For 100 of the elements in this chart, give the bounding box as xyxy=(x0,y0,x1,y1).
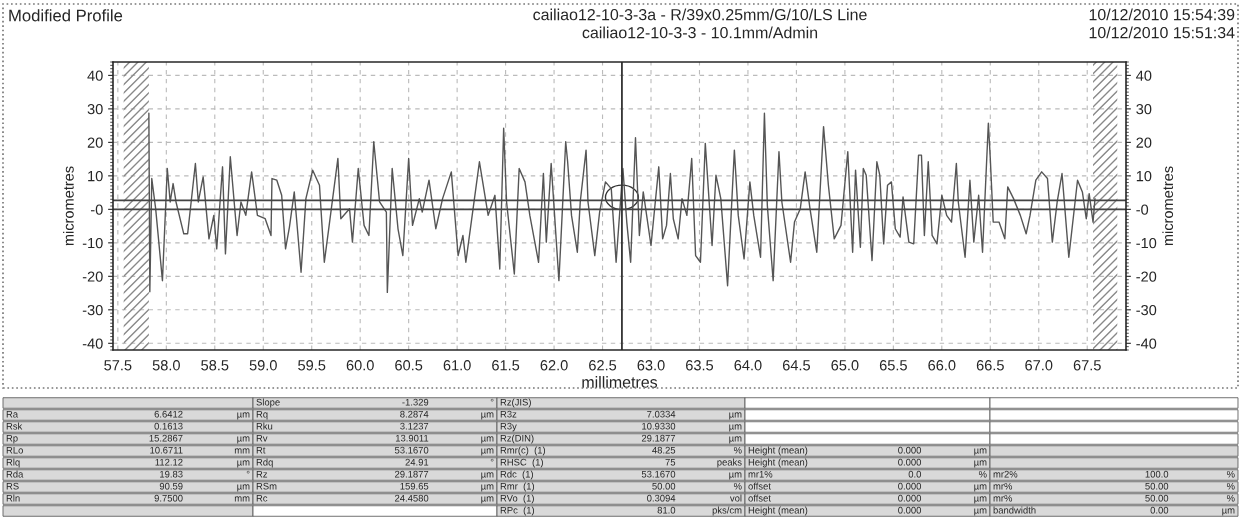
text: 10/12/2010 15:54:39 xyxy=(1089,8,1235,21)
text: µm xyxy=(237,412,250,420)
x-tick-label: 60.5 xyxy=(395,360,423,371)
text: µm xyxy=(974,460,987,468)
text: peaks xyxy=(717,458,742,468)
text: Rz xyxy=(256,470,268,478)
x-tick-label: 59.0 xyxy=(249,360,277,371)
y-tick-label: -20 xyxy=(82,271,103,282)
text: Height (mean) xyxy=(748,446,808,456)
text: -1.329 xyxy=(402,398,429,406)
text: mm xyxy=(234,448,250,454)
text: offset xyxy=(748,494,771,502)
text: Rln xyxy=(6,494,20,502)
text: Height (mean) xyxy=(748,458,808,468)
text: RSm xyxy=(256,482,277,490)
text: µm xyxy=(974,508,987,516)
x-tick-label: 67.5 xyxy=(1073,360,1101,371)
text: 10.6711 xyxy=(150,446,183,454)
y2-tick-label: -20 xyxy=(1136,271,1157,282)
x-tick-label: 64.5 xyxy=(782,360,810,371)
text: % xyxy=(1226,482,1235,490)
y2-tick-label: -30 xyxy=(1136,304,1157,316)
x-tick-label: 61.5 xyxy=(492,360,520,371)
text: 19.83 xyxy=(160,470,183,478)
text: Rlq xyxy=(6,458,20,468)
text: % xyxy=(733,446,742,454)
text: µm xyxy=(237,484,250,492)
y-tick-label: 30 xyxy=(87,103,103,115)
text: Rmr(c) (1) xyxy=(500,446,546,456)
y2-tick-label: 10 xyxy=(1136,170,1152,182)
y-tick-label: -10 xyxy=(82,237,103,249)
text: Rku xyxy=(256,422,273,430)
y2-tick-label: -40 xyxy=(1136,338,1157,349)
text: Rp xyxy=(6,434,18,444)
text: ° xyxy=(490,398,494,402)
text: mr1% xyxy=(748,470,773,478)
text: cailiao12-10-3-3 - 10.1mm/Admin xyxy=(582,26,818,39)
text: 6.6412 xyxy=(154,410,183,418)
text: cailiao12-10-3-3a - R/39x0.25mm/G/10/LS Line xyxy=(533,8,867,21)
text: % xyxy=(1226,470,1235,478)
text: RS xyxy=(6,482,19,490)
text: Rdc (1) xyxy=(500,470,533,480)
y-axis-title: micrometres xyxy=(63,166,74,246)
text: 50.00 xyxy=(1145,494,1169,502)
text: Rq xyxy=(256,410,268,420)
y2-tick-label: 30 xyxy=(1136,103,1152,115)
x-tick-label: 58.0 xyxy=(152,360,180,371)
text: µm xyxy=(481,448,494,456)
text: µm xyxy=(237,460,250,468)
line-series xyxy=(148,112,1096,294)
text: 0.00 xyxy=(1150,506,1169,514)
text: RPc (1) xyxy=(500,506,535,516)
text: µm xyxy=(974,496,987,504)
text: vol xyxy=(729,494,742,502)
text: 112.12 xyxy=(155,458,183,466)
text: RVo (1) xyxy=(500,494,534,504)
x-tick-label: 67.0 xyxy=(1025,360,1053,371)
text: % xyxy=(1226,494,1235,502)
text: Rv xyxy=(256,434,268,442)
text: µm xyxy=(729,472,742,480)
text: 9.7500 xyxy=(154,494,183,502)
text: 90.59 xyxy=(159,482,183,490)
x-tick-label: 60.0 xyxy=(346,360,374,371)
y2-tick-label: -10 xyxy=(1136,237,1157,249)
text: 48.25 xyxy=(652,446,676,454)
text: 0.000 xyxy=(898,482,922,490)
text: 15.2867 xyxy=(149,434,183,442)
text: µm xyxy=(481,412,494,420)
text: RHSC (1) xyxy=(500,458,543,468)
x-tick-label: 59.5 xyxy=(298,360,326,371)
text: bandwidth xyxy=(993,506,1036,514)
x-tick-label: 62.0 xyxy=(540,360,568,371)
text: µm xyxy=(481,472,494,480)
y2-axis-title: micrometres xyxy=(1162,166,1174,246)
text: µm xyxy=(481,436,494,444)
y-tick-label: 40 xyxy=(87,70,103,81)
y-tick-label: -40 xyxy=(82,338,103,349)
text: µm xyxy=(481,496,494,504)
text: Rt xyxy=(256,446,266,454)
text: Slope xyxy=(256,398,280,408)
y-tick-label: 10 xyxy=(88,170,103,182)
text: µm xyxy=(974,484,987,492)
x-tick-label: 62.5 xyxy=(589,360,617,371)
text: 159.65 xyxy=(400,482,429,490)
x-tick-label: 57.5 xyxy=(104,360,132,371)
text: 81.0 xyxy=(657,506,676,514)
text: % xyxy=(978,470,987,478)
x-tick-label: 65.0 xyxy=(831,360,859,371)
text: mr% xyxy=(993,494,1013,502)
y2-tick-label: -0 xyxy=(1136,204,1149,215)
text: µm xyxy=(481,484,494,492)
text: 10.9330 xyxy=(642,422,676,430)
text: Height (mean) xyxy=(748,506,808,516)
text: Ra xyxy=(6,410,19,418)
text: ° xyxy=(490,458,494,462)
text: 0.000 xyxy=(898,506,922,514)
text: mr% xyxy=(993,482,1013,490)
text: 0.000 xyxy=(898,494,922,502)
text: RLo xyxy=(6,446,23,454)
text: 50.00 xyxy=(652,482,676,490)
